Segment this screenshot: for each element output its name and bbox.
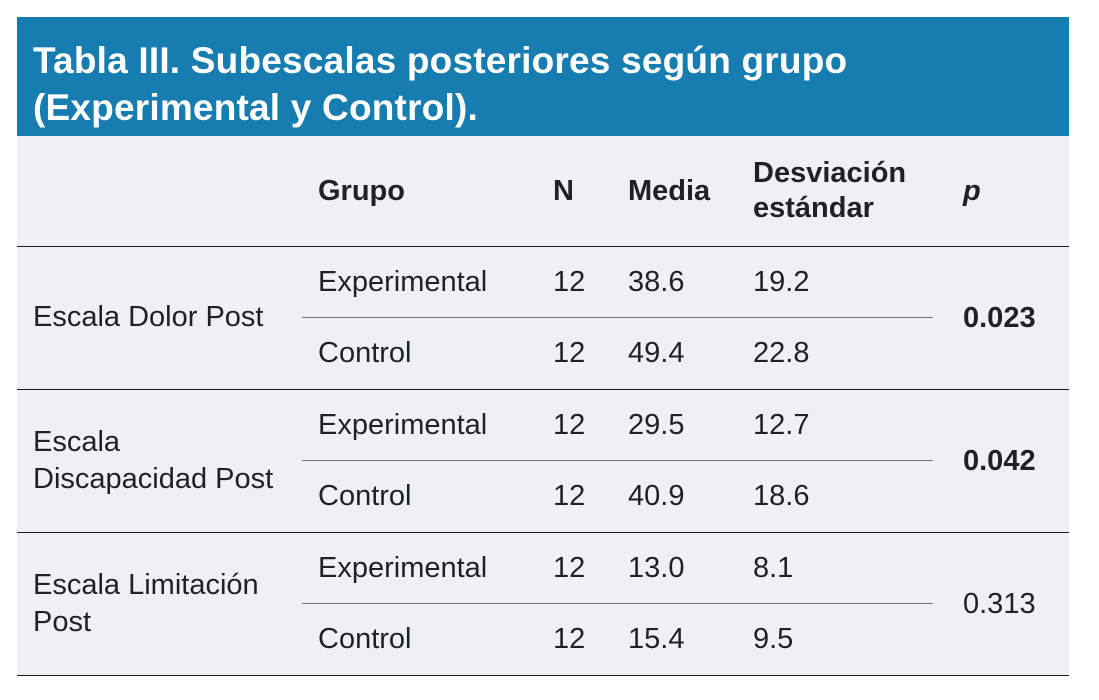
sd-cell: 9.5 (753, 623, 794, 655)
subrow-divider (302, 316, 933, 318)
sd-cell: 18.6 (753, 480, 810, 512)
table-group-discapacidad: Escala Discapacidad Post Experimental 12… (17, 390, 1069, 533)
sd-cell: 8.1 (753, 552, 794, 584)
table-group-limitacion: Escala Limitación Post Experimental 12 1… (17, 533, 1069, 676)
column-header-p: p (963, 174, 981, 207)
group-cell: Experimental (318, 552, 488, 584)
media-cell: 15.4 (628, 623, 685, 655)
group-cell: Control (318, 337, 412, 369)
subrow-divider (302, 602, 933, 604)
column-header-media: Media (628, 174, 711, 207)
media-cell: 38.6 (628, 266, 685, 298)
p-value: 0.042 (963, 444, 1036, 477)
scale-label: Escala Discapacidad Post (33, 425, 274, 495)
column-header-n: N (553, 174, 574, 207)
statistics-table: Tabla III. Subescalas posteriores según … (17, 17, 1069, 676)
sd-cell: 19.2 (753, 266, 810, 298)
n-cell: 12 (553, 409, 586, 441)
n-cell: 12 (553, 266, 586, 298)
sd-cell: 12.7 (753, 409, 810, 441)
table-group-dolor: Escala Dolor Post Experimental 12 38.6 1… (17, 247, 1069, 390)
n-cell: 12 (553, 337, 586, 369)
sd-cell: 22.8 (753, 337, 810, 369)
column-header-sd: Desviación estándar (753, 157, 907, 224)
table-title: Tabla III. Subescalas posteriores según … (33, 40, 848, 128)
p-value: 0.023 (963, 301, 1036, 334)
table-title-bar: Tabla III. Subescalas posteriores según … (17, 17, 1069, 136)
p-value: 0.313 (963, 587, 1036, 620)
media-cell: 49.4 (628, 337, 685, 369)
group-cell: Experimental (318, 266, 488, 298)
scale-label: Escala Dolor Post (33, 301, 264, 334)
media-cell: 13.0 (628, 552, 685, 584)
subrow-divider (302, 459, 933, 461)
scale-label: Escala Limitación Post (33, 568, 259, 638)
column-header-grupo: Grupo (318, 174, 405, 207)
n-cell: 12 (553, 623, 586, 655)
group-cell: Control (318, 623, 412, 655)
media-cell: 40.9 (628, 480, 685, 512)
n-cell: 12 (553, 480, 586, 512)
group-cell: Experimental (318, 409, 488, 441)
group-cell: Control (318, 480, 412, 512)
media-cell: 29.5 (628, 409, 685, 441)
table-header-row: Grupo N Media Desviación estándar p (17, 136, 1069, 247)
n-cell: 12 (553, 552, 586, 584)
